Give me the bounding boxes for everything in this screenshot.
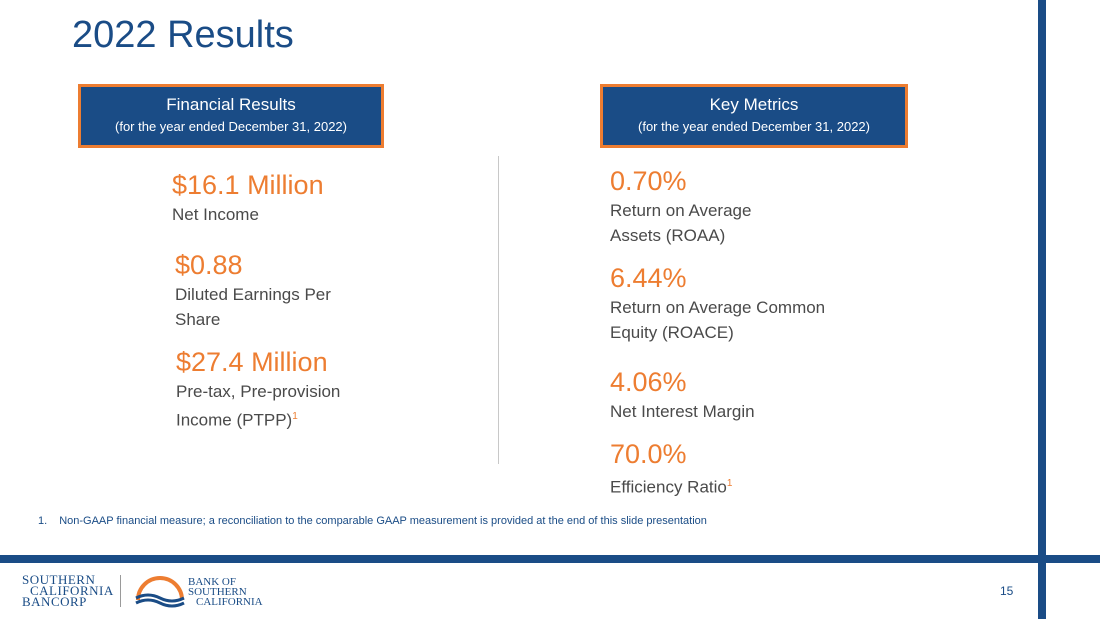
footnote-ref: 1 <box>726 478 733 489</box>
footnote-ref: 1 <box>292 411 298 422</box>
bottom-accent-bar <box>0 555 1100 563</box>
metric-label: Return on Average Assets (ROAA) <box>610 198 751 248</box>
right-accent-bar <box>1038 0 1046 619</box>
footnote-number: 1. <box>38 515 48 527</box>
footnote-text: Non-GAAP financial measure; a reconcilia… <box>59 515 707 527</box>
metric-roace: 6.44% Return on Average Common Equity (R… <box>610 261 825 345</box>
metric-value: $0.88 <box>175 250 243 280</box>
logo-text-line: Southern <box>188 586 247 598</box>
metric-label-text: Efficiency Ratio <box>610 477 727 497</box>
financial-results-header: Financial Results (for the year ended De… <box>78 84 384 148</box>
logo-text-line: Southern <box>22 572 96 587</box>
bank-of-southern-california-logo: Bank of Southern California <box>188 576 263 608</box>
logo-text-line: California <box>30 583 114 598</box>
metric-value: 6.44% <box>610 263 687 293</box>
logo-separator <box>120 575 121 607</box>
metric-label-line: Equity (ROACE) <box>610 323 734 342</box>
slide-title: 2022 Results <box>72 14 294 56</box>
metric-label: Net Income <box>172 205 259 224</box>
logo-text-line: Bank of <box>188 576 236 588</box>
metric-value: 70.0% <box>610 439 687 469</box>
footnote: 1. Non-GAAP financial measure; a reconcil… <box>38 515 707 527</box>
page-number: 15 <box>1000 584 1014 598</box>
key-metrics-header: Key Metrics (for the year ended December… <box>600 84 908 148</box>
metric-label: Return on Average Common Equity (ROACE) <box>610 295 825 345</box>
logo-text-line: California <box>196 596 263 608</box>
metric-label: Pre-tax, Pre-provision Income (PTPP)1 <box>176 379 340 433</box>
metric-label-line: Pre-tax, Pre-provision <box>176 382 341 401</box>
metric-label: Net Interest Margin <box>610 402 755 421</box>
metric-label-line: Return on Average Common <box>610 298 826 317</box>
metric-label-line: Income (PTPP)1 <box>176 404 340 433</box>
metric-diluted-eps: $0.88 Diluted Earnings Per Share <box>175 248 331 332</box>
metric-label-line: Assets (ROAA) <box>610 226 726 245</box>
metric-label-line: Share <box>175 310 221 329</box>
financial-results-title: Financial Results <box>166 95 296 114</box>
metric-label: Diluted Earnings Per Share <box>175 282 331 332</box>
metric-label-line: Diluted Earnings Per <box>175 285 331 304</box>
metric-label: Efficiency Ratio1 <box>610 471 732 500</box>
bank-arc-logo-icon <box>135 576 185 608</box>
key-metrics-subtitle: (for the year ended December 31, 2022) <box>638 119 870 134</box>
metric-value: $27.4 Million <box>176 347 328 377</box>
metric-label-line: Return on Average <box>610 201 752 220</box>
metric-value: 0.70% <box>610 166 687 196</box>
logo-text-line: Bancorp <box>22 594 87 609</box>
metric-value: $16.1 Million <box>172 170 324 200</box>
metric-efficiency-ratio: 70.0% Efficiency Ratio1 <box>610 437 732 500</box>
metric-net-income: $16.1 Million Net Income <box>172 168 324 227</box>
key-metrics-title: Key Metrics <box>709 95 799 114</box>
column-divider <box>498 156 499 464</box>
southern-california-bancorp-logo: Southern California Bancorp <box>22 572 114 609</box>
metric-label-text: Income (PTPP) <box>176 410 293 430</box>
metric-ptpp: $27.4 Million Pre-tax, Pre-provision Inc… <box>176 345 340 433</box>
metric-value: 4.06% <box>610 367 687 397</box>
metric-roaa: 0.70% Return on Average Assets (ROAA) <box>610 164 751 248</box>
metric-nim: 4.06% Net Interest Margin <box>610 365 755 424</box>
financial-results-subtitle: (for the year ended December 31, 2022) <box>115 119 347 134</box>
